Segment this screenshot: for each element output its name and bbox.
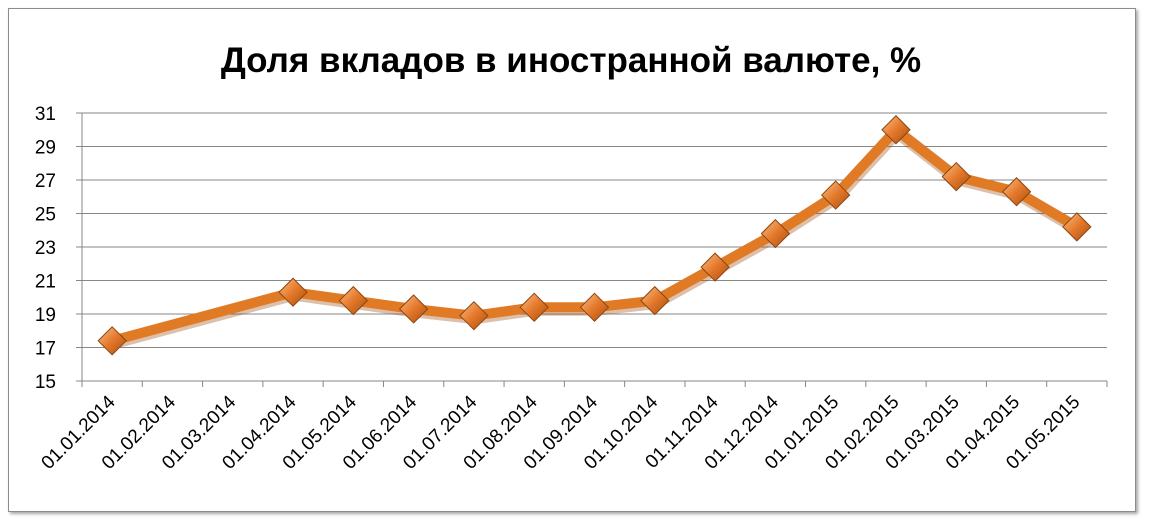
y-tick-label: 29 (35, 138, 56, 159)
data-point (579, 292, 610, 323)
data-point (700, 252, 730, 282)
y-tick-label: 17 (35, 339, 56, 360)
data-point (1062, 212, 1092, 242)
y-axis-ticks: 15 17 19 21 23 25 27 29 31 (35, 104, 83, 393)
data-point (640, 285, 670, 316)
x-axis-ticks: 01.01.201401.02.201401.03.201401.04.2014… (38, 391, 1085, 473)
data-point (760, 218, 791, 249)
series-markers (97, 115, 1092, 356)
chart-frame (8, 8, 1136, 512)
y-tick-label: 21 (35, 272, 56, 293)
data-point (97, 326, 127, 356)
y-tick-label: 23 (35, 238, 56, 259)
data-point (459, 300, 489, 331)
data-point (881, 115, 911, 145)
data-point (941, 161, 971, 192)
y-tick-label: 25 (35, 205, 56, 226)
y-tick-label: 15 (35, 372, 56, 393)
gridlines (82, 112, 1107, 348)
chart-title: Доля вкладов в иностранной валюте, % (221, 41, 921, 80)
y-tick-label: 31 (35, 104, 56, 125)
data-point (519, 292, 549, 323)
x-axis (81, 380, 1108, 387)
data-point (820, 180, 851, 210)
data-point (1001, 177, 1032, 207)
y-tick-label: 27 (35, 171, 56, 192)
data-point (398, 294, 429, 324)
data-point (278, 277, 308, 307)
data-point (338, 285, 369, 316)
y-tick-label: 19 (35, 305, 56, 326)
